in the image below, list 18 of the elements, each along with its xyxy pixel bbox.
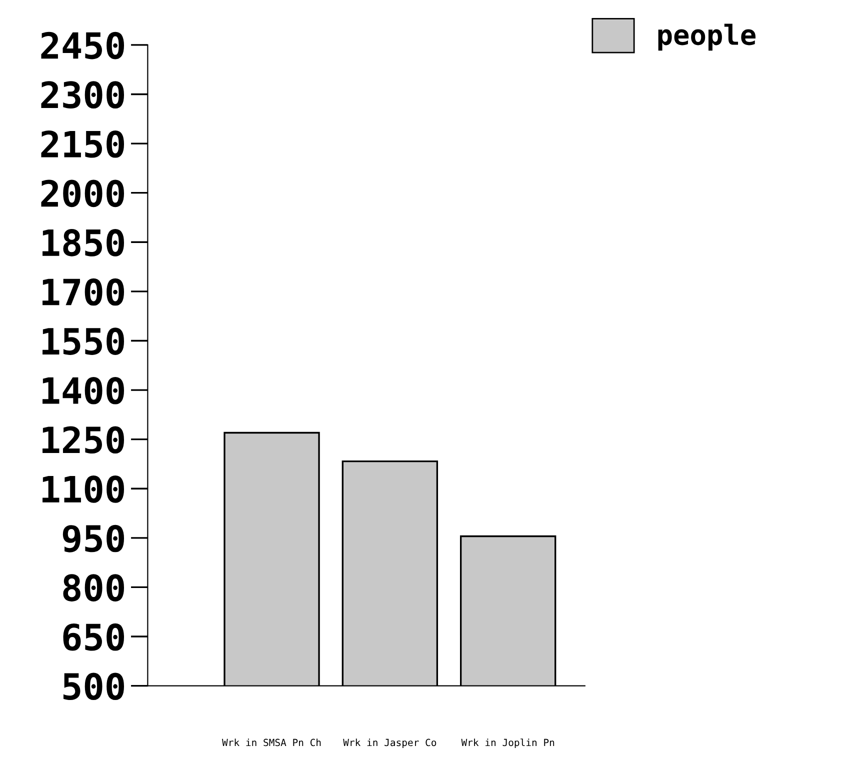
y-tick-label: 800 bbox=[63, 574, 124, 602]
x-tick-label: Wrk in Jasper Co bbox=[343, 738, 436, 748]
y-tick-label: 2000 bbox=[41, 180, 124, 208]
y-tick-label: 1850 bbox=[42, 229, 124, 256]
y-tick-label: 1550 bbox=[42, 328, 124, 355]
y-tick-label: 1100 bbox=[42, 476, 124, 503]
y-tick-label: 1250 bbox=[42, 426, 124, 454]
y-tick-label: 650 bbox=[63, 623, 124, 651]
y-tick-label: 2450 bbox=[41, 32, 124, 60]
y-tick-label: 950 bbox=[62, 524, 124, 552]
y-tick-label: 1400 bbox=[42, 376, 124, 404]
y-tick-label: 2300 bbox=[41, 81, 124, 108]
y-tick-label: 2150 bbox=[41, 130, 124, 158]
y-tick-label: 1700 bbox=[42, 278, 124, 306]
x-tick-label: Wrk in SMSA Pn Ch bbox=[222, 738, 321, 746]
legend-label: people bbox=[658, 24, 756, 51]
x-tick-label: Wrk in Joplin Pn bbox=[461, 738, 554, 748]
y-tick-label: 500 bbox=[63, 672, 124, 700]
